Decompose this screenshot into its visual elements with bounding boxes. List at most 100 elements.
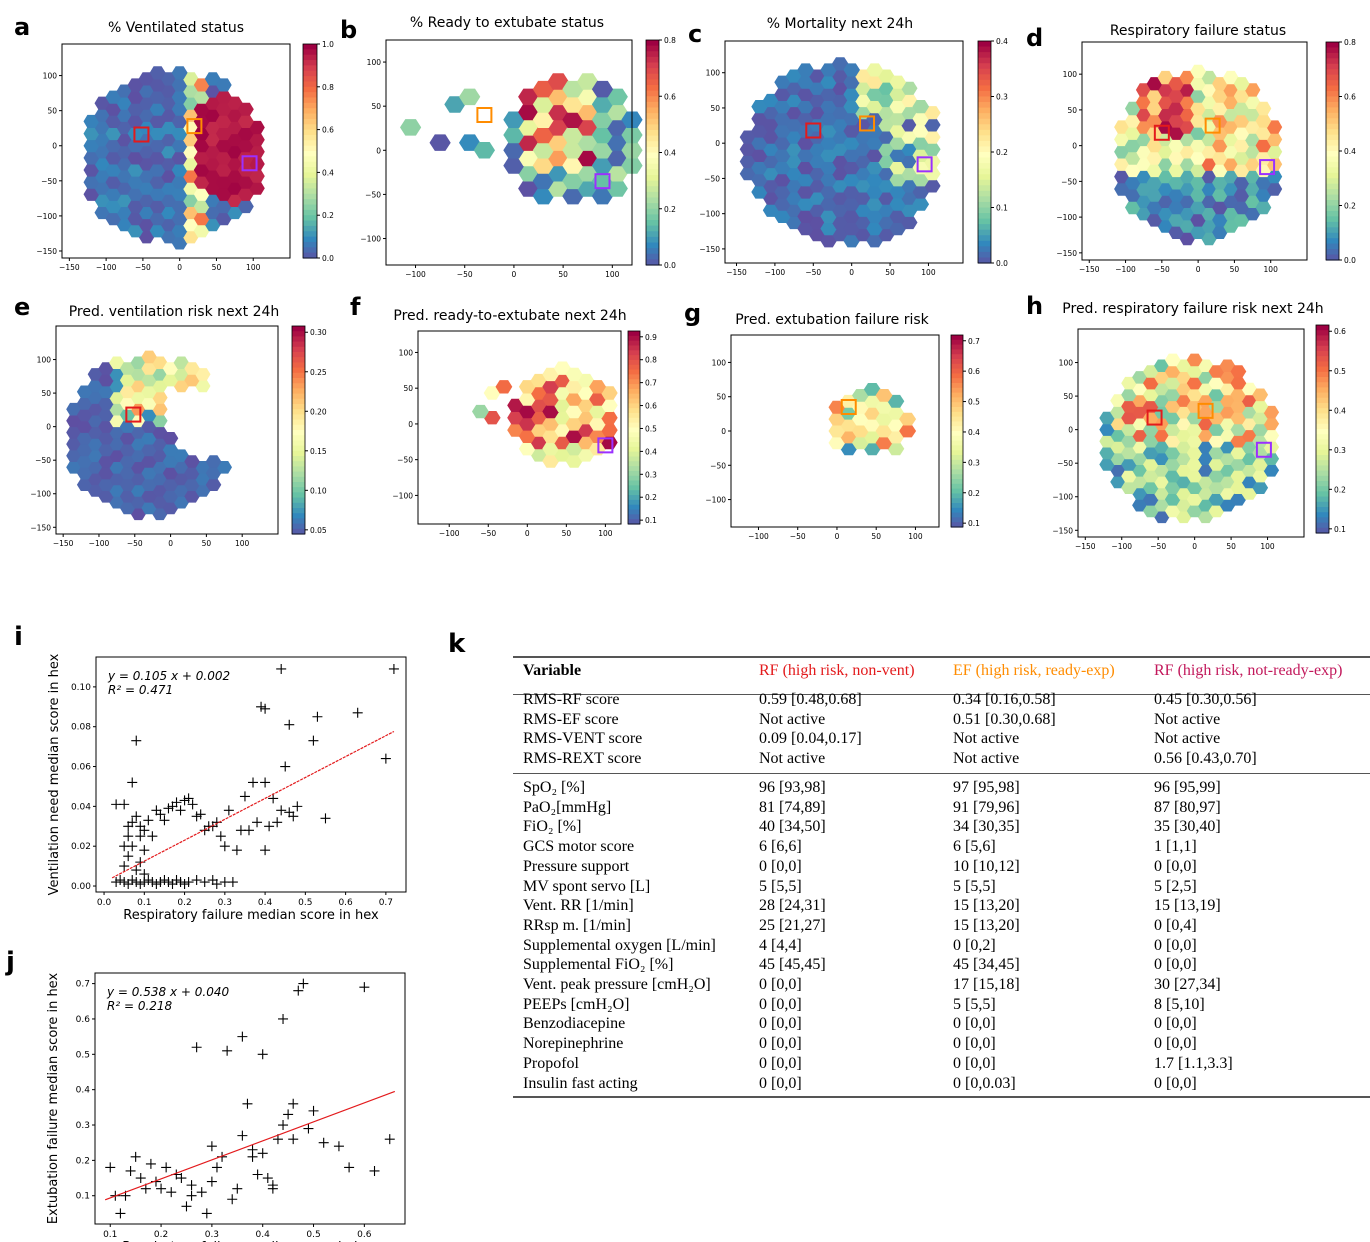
- hex-cell: [1233, 126, 1250, 140]
- colorbar-step: [1316, 475, 1329, 482]
- hex-cell: [215, 139, 232, 153]
- colorbar-step: [951, 488, 963, 494]
- colorbar-frame: [1315, 324, 1330, 534]
- hex-cell: [109, 461, 125, 474]
- hex-cell: [887, 430, 905, 444]
- colorbar-step: [303, 44, 317, 50]
- table-cell: MV spont servo [L]: [523, 877, 651, 895]
- hex-cell: [149, 90, 166, 104]
- hex-cell: [840, 418, 858, 432]
- hex-cell: [87, 461, 104, 474]
- hex-cell: [1241, 464, 1258, 477]
- x-tick-label: 50: [558, 270, 568, 279]
- hex-cell: [173, 356, 190, 369]
- hex-cell: [1244, 157, 1261, 171]
- hex-cell: [577, 180, 599, 197]
- table-cell: 0 [0,0]: [1154, 1074, 1197, 1092]
- hex-cell: [1146, 89, 1163, 103]
- hex-cell: [600, 423, 618, 437]
- hex-cell: [76, 466, 93, 480]
- marker-box-purple: [916, 156, 933, 173]
- hex-cell: [138, 96, 155, 110]
- x-tick-label: 0: [168, 539, 173, 548]
- hex-cell: [1230, 400, 1247, 413]
- data-point: [175, 805, 186, 816]
- hex-cell: [1255, 176, 1272, 190]
- table-cell: 0.34 [0.16,0.58]: [953, 691, 1056, 708]
- hex-cell: [1230, 435, 1247, 448]
- hex-cell: [577, 149, 599, 167]
- x-tick-label: 0: [177, 263, 182, 272]
- data-point: [292, 801, 303, 812]
- hex-cell: [518, 380, 536, 394]
- hex-cell: [1190, 188, 1206, 202]
- colorbar-step: [1316, 418, 1329, 425]
- hex-cell: [774, 148, 791, 162]
- colorbar-step: [646, 175, 659, 182]
- hex-cell: [562, 111, 584, 128]
- colorbar-step: [628, 427, 640, 433]
- hex-cell: [808, 154, 826, 169]
- colorbar-step: [1316, 470, 1329, 477]
- x-tick-label: 0: [512, 270, 517, 279]
- hex-cell: [889, 222, 906, 236]
- colorbar-step: [646, 40, 659, 47]
- colorbar-step: [646, 62, 659, 69]
- hex-cell: [1219, 359, 1236, 372]
- colorbar-step: [646, 85, 659, 92]
- hex-cell: [532, 142, 555, 159]
- hex-cell: [204, 157, 221, 171]
- y-tick-label: 0: [52, 142, 57, 151]
- x-tick-label: −100: [765, 268, 786, 277]
- y-tick-label: 0: [1072, 142, 1077, 151]
- hex-cell: [160, 206, 177, 220]
- scatter-panel-j: 0.10.20.30.40.50.60.10.20.30.40.50.60.7R…: [5, 947, 406, 1242]
- colorbar-step: [303, 161, 317, 168]
- colorbar-step: [1326, 156, 1339, 163]
- hex-cell: [171, 175, 188, 189]
- table-cell: 0 [0,0]: [953, 1035, 996, 1053]
- hex-cell: [1241, 394, 1258, 407]
- x-tick-label: 0.5: [298, 898, 312, 908]
- hex-cell: [109, 472, 125, 486]
- hex-cell: [105, 199, 122, 214]
- hex-cell: [1114, 157, 1130, 171]
- hex-cell: [171, 187, 188, 201]
- data-point: [167, 879, 178, 890]
- table-cell: Propofol: [523, 1054, 579, 1072]
- hex-cell: [854, 142, 872, 156]
- data-point: [159, 815, 170, 826]
- hex-cell: [1132, 440, 1148, 454]
- hex-cell: [1223, 83, 1239, 97]
- hex-cell: [577, 373, 595, 388]
- marker-box-red: [1146, 409, 1163, 426]
- hex-cell: [866, 222, 883, 236]
- hex-cell: [76, 443, 93, 457]
- x-tick-label: 100: [908, 532, 923, 541]
- hex-cell: [1110, 394, 1126, 407]
- hex-cell: [141, 373, 157, 387]
- hex-cell: [171, 78, 188, 92]
- panel-title-g: Pred. extubation failure risk: [735, 312, 929, 328]
- colorbar-step: [646, 152, 659, 159]
- data-point: [293, 985, 304, 996]
- hex-cell: [877, 167, 895, 181]
- hex-cell: [162, 373, 179, 387]
- hex-cell: [204, 108, 221, 122]
- x-tick-label: 50: [871, 532, 881, 541]
- hex-cell: [1125, 200, 1141, 215]
- hex-cell: [205, 466, 222, 480]
- y-axis-label: Ventilation need median score in hex: [47, 653, 62, 895]
- hex-cell: [141, 501, 157, 515]
- colorbar-step: [303, 151, 317, 157]
- hex-cell: [843, 148, 860, 162]
- colorbar-step: [292, 383, 305, 389]
- scatter-panel-i: 0.0 0.1 0.2 0.3 0.4 0.5 0.6 0.70.000.020.040.06…: [14, 622, 407, 923]
- hex-cell: [1241, 417, 1258, 431]
- hex-cell: [171, 66, 188, 80]
- hex-cell: [215, 151, 232, 165]
- hex-cell: [1255, 114, 1272, 128]
- table-cell: Not active: [953, 730, 1020, 748]
- y-tick-label: −150: [36, 247, 57, 256]
- colorbar-step: [646, 51, 659, 58]
